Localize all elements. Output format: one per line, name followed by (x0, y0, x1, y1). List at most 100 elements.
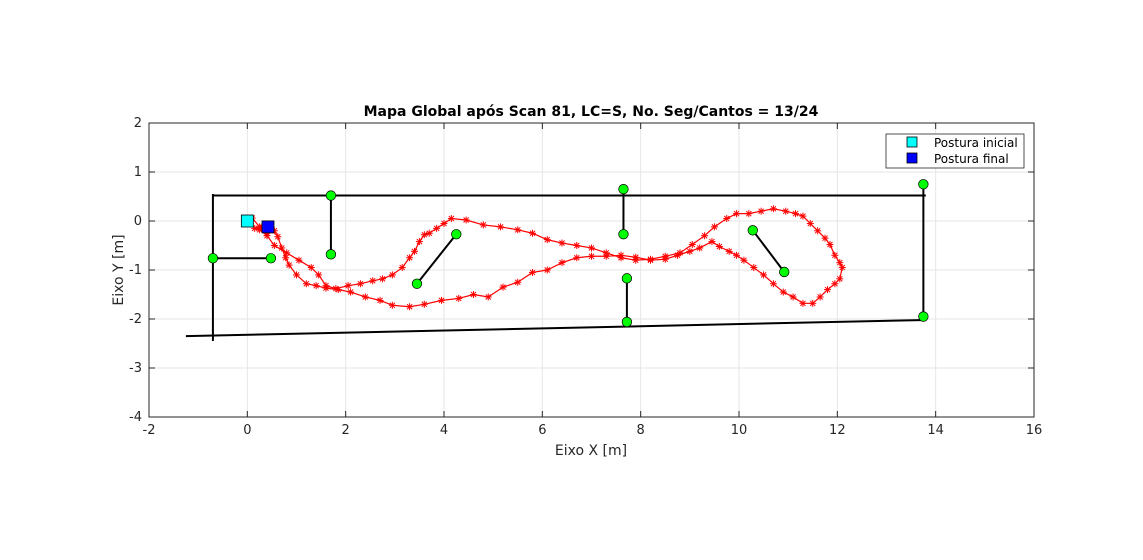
trajectory-point-stroke (726, 248, 733, 255)
corner-point (265, 253, 277, 264)
y-tick-label: 2 (134, 116, 142, 131)
trajectory-point-stroke (463, 217, 469, 223)
x-tick-label: 10 (731, 423, 748, 438)
trajectory-point (836, 259, 844, 267)
trajectory-point (573, 242, 581, 249)
x-tick-label: 4 (440, 423, 448, 438)
y-tick-label: -3 (129, 361, 142, 376)
corner-point (207, 253, 219, 264)
x-tick-label: 16 (1026, 423, 1043, 438)
y-tick-label: -4 (129, 410, 142, 425)
trajectory-point (543, 266, 551, 274)
trajectory-point-stroke (832, 280, 838, 287)
trajectory-point (302, 280, 310, 288)
legend-label-final: Postura final (934, 152, 1009, 166)
trajectory-point-stroke (573, 254, 580, 261)
trajectory-point (715, 242, 723, 250)
trajectory-point-stroke (369, 277, 376, 284)
trajectory-point (411, 247, 418, 255)
trajectory-point (356, 280, 364, 288)
trajectory-point (723, 215, 731, 223)
trajectory-point-stroke (723, 215, 730, 222)
trajectory-point (388, 301, 396, 309)
trajectory-point-stroke (701, 232, 708, 239)
x-tick-label: -2 (143, 423, 156, 438)
trajectory-point-stroke (485, 294, 492, 300)
trajectory-point-stroke (529, 269, 536, 276)
trajectory-point (676, 249, 684, 257)
trajectory-point (661, 252, 669, 260)
trajectory-point-stroke (293, 272, 300, 278)
trajectory-point (750, 264, 758, 272)
trajectory-point-stroke (323, 282, 329, 289)
trajectory-point-stroke (264, 232, 270, 239)
trajectory-point (438, 296, 446, 304)
trajectory-point (514, 226, 522, 234)
trajectory-point (799, 212, 807, 220)
corner-point (747, 225, 758, 236)
trajectory-point-stroke (303, 280, 310, 287)
trajectory-point (632, 256, 640, 264)
trajectory-point-stroke (406, 303, 413, 310)
trajectory-point-stroke (745, 210, 752, 217)
trajectory-point (514, 278, 522, 286)
trajectory-point (251, 224, 259, 232)
trajectory-point-stroke (770, 205, 777, 212)
trajectory-point (293, 271, 300, 279)
trajectory-point-stroke (433, 225, 440, 232)
trajectory-point-stroke (827, 241, 833, 248)
trajectory-point (406, 254, 414, 262)
legend-label-initial: Postura inicial (934, 136, 1018, 150)
corner-markers (207, 179, 929, 328)
trajectory-point (282, 254, 290, 262)
trajectory-point (760, 271, 768, 279)
trajectory-point (558, 259, 566, 267)
trajectory-point-stroke (544, 267, 551, 273)
corner-point (325, 249, 337, 260)
corner-point (325, 190, 337, 201)
trajectory-point (263, 232, 271, 240)
trajectory-point-stroke (800, 300, 806, 307)
trajectory-point-stroke (278, 245, 285, 251)
trajectory-point-stroke (347, 289, 354, 295)
trajectory-point (270, 242, 278, 249)
trajectory-point (398, 264, 406, 272)
legend: Postura inicial Postura final (885, 133, 1025, 169)
trajectory-point (647, 255, 654, 263)
wall-segment (185, 318, 926, 338)
legend-marker-final (906, 152, 918, 164)
trajectory-point (497, 223, 505, 231)
trajectory-point-stroke (686, 248, 693, 255)
trajectory-point (440, 219, 448, 227)
trajectory-point-stroke (399, 264, 406, 271)
corner-point (618, 183, 629, 195)
y-tick-label: 1 (134, 165, 142, 180)
trajectory-point-stroke (716, 243, 723, 250)
trajectory-point (420, 231, 428, 239)
corner-point (618, 229, 629, 240)
trajectory-point (809, 299, 817, 307)
trajectory-point (696, 244, 704, 252)
trajectory-point-stroke (406, 254, 413, 261)
trajectory-point (617, 254, 625, 262)
trajectory-point-stroke (286, 262, 292, 268)
trajectory-point-stroke (770, 280, 777, 287)
trajectory-point-stroke (514, 226, 521, 233)
trajectory-point-stroke (618, 254, 624, 261)
trajectory-point (769, 205, 777, 213)
y-axis-label: Eixo Y [m] (111, 234, 127, 305)
trajectory-point-stroke (441, 220, 447, 227)
trajectory-point-stroke (709, 238, 715, 245)
trajectory-point (283, 249, 291, 257)
trajectory-point (307, 264, 315, 272)
trajectory-point (274, 233, 282, 241)
trajectory-point (740, 256, 748, 264)
trajectory-point (470, 291, 477, 298)
trajectory-point (558, 239, 566, 247)
trajectory-point (406, 303, 414, 311)
trajectory-point-stroke (603, 249, 610, 256)
trajectory-point-stroke (733, 252, 740, 259)
trajectory-point-stroke (782, 208, 789, 215)
trajectory-point-stroke (274, 233, 281, 240)
trajectory-point-stroke (800, 213, 806, 219)
